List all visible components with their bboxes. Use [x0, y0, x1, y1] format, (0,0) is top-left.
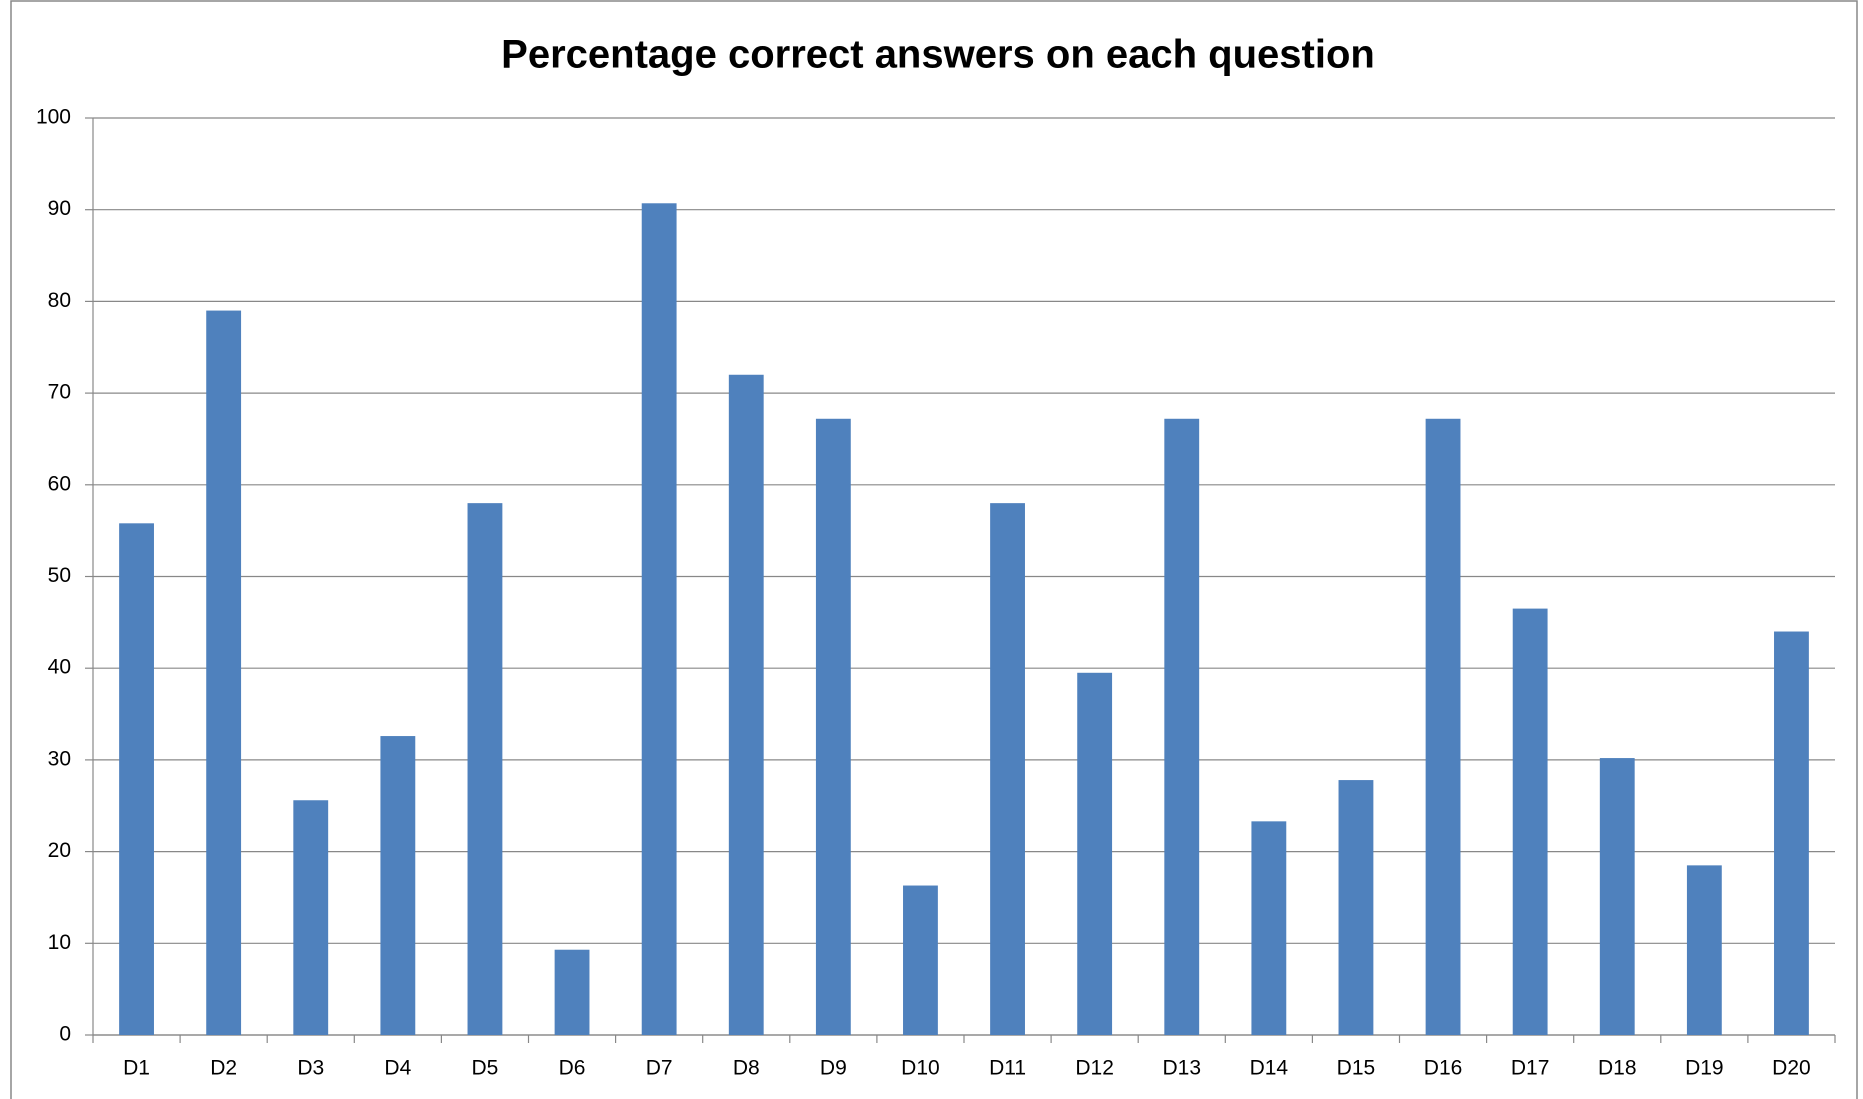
x-tick-label: D11 [989, 1057, 1026, 1080]
x-tick-label: D12 [1075, 1057, 1114, 1080]
bar [293, 800, 329, 1035]
y-tick-label: 0 [59, 1023, 71, 1046]
bar [815, 418, 851, 1035]
bar [206, 310, 242, 1035]
bar [1599, 758, 1635, 1035]
x-tick-label: D16 [1424, 1057, 1463, 1080]
bar [1077, 672, 1113, 1035]
x-tick-label: D5 [472, 1057, 499, 1080]
bar [1251, 821, 1287, 1035]
x-tick-label: D18 [1598, 1057, 1637, 1080]
y-tick-label: 80 [48, 289, 71, 312]
y-tick-label: 20 [48, 839, 71, 862]
x-tick-label: D1 [123, 1057, 150, 1080]
y-tick-label: 30 [48, 747, 71, 770]
y-tick-label: 50 [48, 564, 71, 587]
x-tick-label: D14 [1250, 1057, 1289, 1080]
x-tick-label: D10 [901, 1057, 940, 1080]
bar [1164, 418, 1200, 1035]
bar [641, 203, 677, 1035]
y-tick-label: 100 [36, 106, 71, 129]
x-tick-label: D8 [733, 1057, 760, 1080]
chart-title: Percentage correct answers on each quest… [501, 33, 1375, 77]
bar [467, 503, 503, 1035]
y-tick-label: 70 [48, 381, 71, 404]
y-tick-label: 60 [48, 472, 71, 495]
x-tick-label: D19 [1685, 1057, 1724, 1080]
bar [728, 374, 764, 1035]
y-tick-label: 10 [48, 931, 71, 954]
x-tick-label: D4 [384, 1057, 411, 1080]
bar [1425, 418, 1461, 1035]
x-tick-label: D20 [1772, 1057, 1811, 1080]
x-tick-label: D13 [1162, 1057, 1201, 1080]
y-tick-label: 40 [48, 656, 71, 679]
bar [1686, 865, 1722, 1035]
bar [1512, 608, 1548, 1035]
x-tick-label: D9 [820, 1057, 847, 1080]
bar [380, 736, 416, 1035]
bar [554, 949, 590, 1035]
x-tick-label: D6 [559, 1057, 586, 1080]
x-tick-label: D17 [1511, 1057, 1550, 1080]
y-tick-label: 90 [48, 197, 71, 220]
bar [903, 885, 938, 1035]
x-tick-label: D15 [1337, 1057, 1376, 1080]
bar [1774, 631, 1809, 1035]
bar [1338, 780, 1374, 1035]
x-tick-label: D7 [646, 1057, 673, 1080]
x-tick-label: D3 [297, 1057, 324, 1080]
x-tick-label: D2 [210, 1057, 237, 1080]
bar [119, 523, 154, 1035]
bar [990, 503, 1025, 1035]
